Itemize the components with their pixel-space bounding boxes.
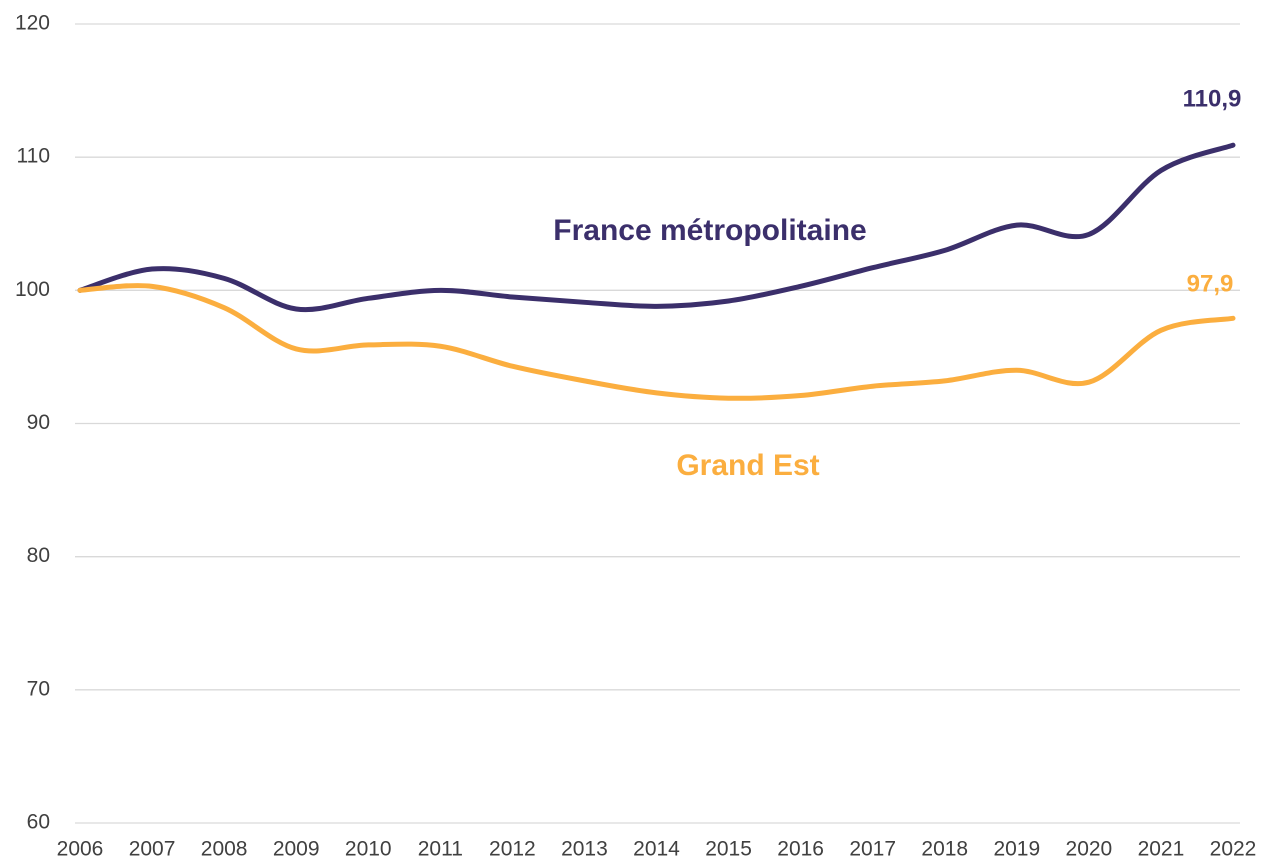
x-tick-label: 2013 <box>561 838 608 861</box>
series-label: France métropolitaine <box>553 214 866 247</box>
x-tick-label: 2018 <box>921 838 968 861</box>
x-tick-label: 2015 <box>705 838 752 861</box>
line <box>77 142 1236 313</box>
x-tick-label: 2017 <box>849 838 896 861</box>
x-tick-label: 2021 <box>1138 838 1185 861</box>
x-tick-label: 2011 <box>418 838 463 861</box>
y-tick-label: 60 <box>27 811 50 834</box>
x-tick-label: 2022 <box>1210 838 1257 861</box>
value-label: 110,9 <box>1183 85 1242 112</box>
x-tick-label: 2020 <box>1066 838 1113 861</box>
x-tick-label: 2008 <box>201 838 248 861</box>
y-tick-label: 110 <box>17 145 50 168</box>
y-tick-label: 100 <box>15 278 50 301</box>
x-tick-label: 2012 <box>489 838 536 861</box>
x-tick-label: 2007 <box>129 838 176 861</box>
line <box>77 283 1236 401</box>
x-tick-label: 2010 <box>345 838 392 861</box>
y-tick-label: 90 <box>27 411 50 434</box>
x-tick-label: 2014 <box>633 838 680 861</box>
value-label: 97,9 <box>1187 270 1234 297</box>
x-tick-label: 2019 <box>993 838 1040 861</box>
y-tick-label: 80 <box>27 544 50 567</box>
series-label: Grand Est <box>676 449 819 482</box>
x-tick-label: 2009 <box>273 838 320 861</box>
y-tick-label: 70 <box>27 677 50 700</box>
y-tick-label: 120 <box>15 12 50 35</box>
x-tick-label: 2016 <box>777 838 824 861</box>
x-tick-label: 2006 <box>57 838 104 861</box>
